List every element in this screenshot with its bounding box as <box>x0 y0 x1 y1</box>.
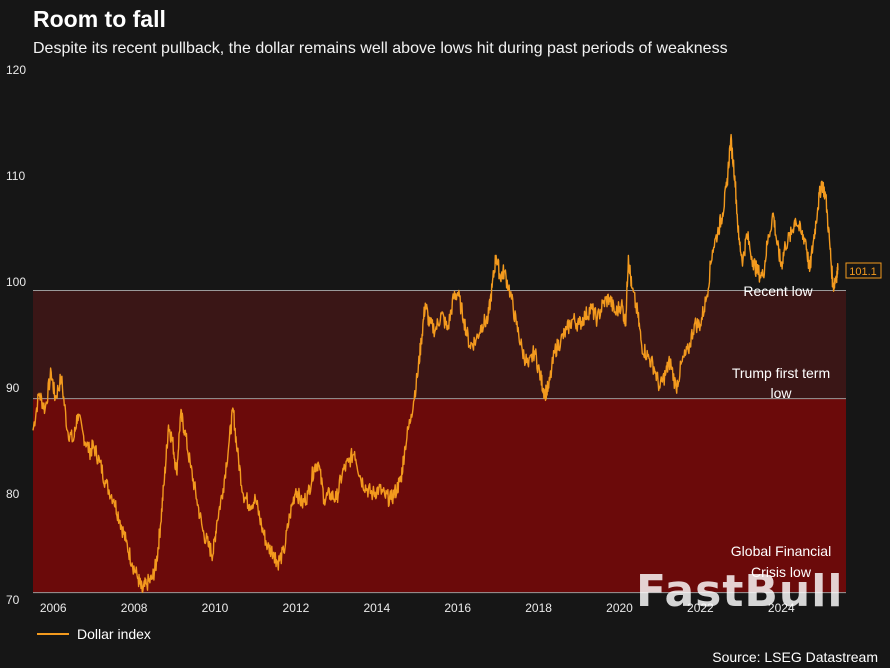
band-recent-to-trump <box>33 290 846 399</box>
x-tick-label-2012: 2012 <box>283 601 310 615</box>
legend-label: Dollar index <box>77 626 151 642</box>
last-value-label: 101.1 <box>845 262 882 279</box>
source-note: Source: LSEG Datastream <box>712 649 878 665</box>
legend: Dollar index <box>37 626 151 642</box>
chart-subtitle: Despite its recent pullback, the dollar … <box>33 40 728 57</box>
annotation-trump-low-1: Trump first term <box>732 365 830 381</box>
x-tick-label-2014: 2014 <box>363 601 390 615</box>
y-tick-label-100: 100 <box>6 275 26 289</box>
annotation-recent-low: Recent low <box>743 283 813 299</box>
series-line-dollar-index <box>32 133 839 593</box>
y-tick-label-80: 80 <box>6 487 20 501</box>
reference-lines <box>33 289 846 594</box>
x-tick-label-2006: 2006 <box>40 601 67 615</box>
y-tick-label-90: 90 <box>6 381 20 395</box>
x-tick-label-2024: 2024 <box>768 601 795 615</box>
series-group <box>32 133 839 593</box>
last-value-text: 101.1 <box>849 266 877 278</box>
y-tick-label-110: 110 <box>6 169 25 183</box>
shaded-bands <box>33 290 846 593</box>
annotation-gfc-low-2: Crisis low <box>751 564 812 580</box>
x-tick-label-2010: 2010 <box>202 601 229 615</box>
y-tick-label-70: 70 <box>6 593 20 607</box>
y-tick-label-120: 120 <box>6 63 26 77</box>
x-tick-label-2008: 2008 <box>121 601 148 615</box>
x-tick-label-2016: 2016 <box>444 601 471 615</box>
x-tick-label-2020: 2020 <box>606 601 633 615</box>
legend-swatch <box>37 633 69 635</box>
x-axis-ticks: 2006 2008 2010 2012 2014 2016 2018 2020 2022 2024 <box>40 601 795 615</box>
annotation-gfc-low-1: Global Financial <box>731 543 831 559</box>
chart-title: Room to fall <box>33 6 166 32</box>
last-value-box <box>845 262 882 279</box>
x-tick-label-2018: 2018 <box>525 601 552 615</box>
x-tick-label-2022: 2022 <box>687 601 714 615</box>
watermark-logo: FastBull <box>636 566 844 617</box>
y-axis-ticks: 70 80 90 100 110 120 <box>6 63 26 607</box>
annotations: Recent low Trump first term low Global F… <box>731 283 831 580</box>
annotation-trump-low-2: low <box>770 385 792 401</box>
